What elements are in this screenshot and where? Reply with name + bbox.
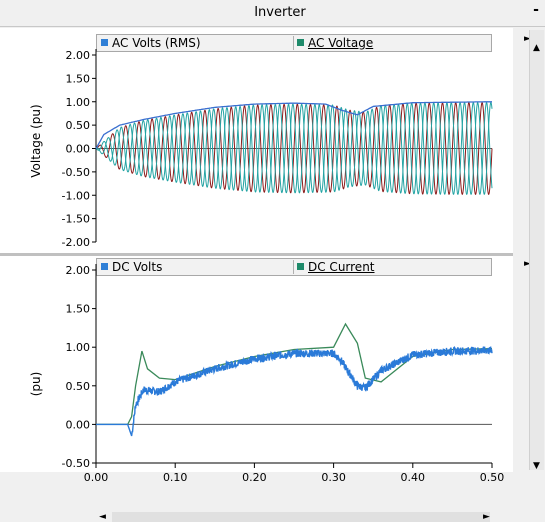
y-tick-label: -0.50 xyxy=(62,166,90,179)
legend-swatch xyxy=(101,263,108,270)
y-tick-label: 2.00 xyxy=(66,49,91,62)
series-line-ac-voltage xyxy=(95,102,493,195)
legend-label: DC Volts xyxy=(112,260,163,274)
y-tick-label: 1.50 xyxy=(66,72,91,85)
y-tick-label: -1.50 xyxy=(62,213,90,226)
x-tick-label: 0.20 xyxy=(242,471,267,484)
legend-ac-volts-rms[interactable]: AC Volts (RMS) xyxy=(101,36,201,51)
legend-label: AC Volts (RMS) xyxy=(112,36,201,50)
bottom-plot-panel xyxy=(0,256,513,472)
window-titlebar: Inverter - xyxy=(0,0,545,27)
scroll-right-icon[interactable]: ► xyxy=(483,512,490,522)
x-axis-area xyxy=(0,472,513,512)
panel-divider[interactable] xyxy=(0,253,545,256)
x-tick-label: 0.30 xyxy=(321,471,346,484)
window-title: Inverter xyxy=(254,5,306,20)
horizontal-scrollbar[interactable] xyxy=(112,512,490,522)
scroll-down-icon[interactable]: ▼ xyxy=(533,461,540,471)
x-tick-label: 0.10 xyxy=(163,471,188,484)
legend-swatch xyxy=(101,39,108,46)
legend-dc-volts[interactable]: DC Volts xyxy=(101,260,162,275)
y-tick-label: 1.00 xyxy=(66,341,91,354)
legend-ac-voltage[interactable]: AC Voltage xyxy=(297,36,373,51)
legend-divider xyxy=(293,36,294,50)
scroll-left-icon[interactable]: ◄ xyxy=(99,512,106,522)
legend-label: AC Voltage xyxy=(308,36,374,50)
y-tick-label: 1.50 xyxy=(66,303,91,316)
top-legend: AC Volts (RMS) AC Voltage xyxy=(96,34,492,52)
scroll-up-icon[interactable]: ▲ xyxy=(533,43,540,53)
legend-dc-current[interactable]: DC Current xyxy=(297,260,375,275)
y-tick-label: -2.00 xyxy=(62,236,90,249)
x-tick-label: 0.00 xyxy=(84,471,109,484)
y-tick-label: 0.00 xyxy=(66,143,91,156)
expand-bottom-arrow-icon[interactable]: ► xyxy=(524,259,531,269)
y-tick-label: -1.00 xyxy=(62,189,90,202)
legend-swatch xyxy=(297,39,304,46)
series-line-ac-voltage xyxy=(95,101,493,196)
series-line-dc-current xyxy=(96,322,493,426)
series-line-dc-volts xyxy=(96,346,493,437)
series-line-ac-voltage xyxy=(95,102,493,195)
x-tick-label: 0.50 xyxy=(480,471,505,484)
y-tick-label: 0.50 xyxy=(66,119,91,132)
legend-swatch xyxy=(297,263,304,270)
bottom-legend: DC Volts DC Current xyxy=(96,258,492,276)
minimize-button[interactable]: - xyxy=(533,2,539,18)
y-tick-label: 1.00 xyxy=(66,96,91,109)
expand-top-arrow-icon[interactable]: ► xyxy=(524,34,531,44)
y-tick-label: 2.00 xyxy=(66,264,91,277)
vertical-scrollbar[interactable]: ▲ ▼ xyxy=(529,30,544,471)
series-line-ac-volts-rms xyxy=(95,101,492,149)
x-tick-label: 0.40 xyxy=(401,471,426,484)
legend-label: DC Current xyxy=(308,260,375,274)
legend-divider xyxy=(293,260,294,274)
y-tick-label: -0.50 xyxy=(62,457,90,470)
y-tick-label: 0.50 xyxy=(66,380,91,393)
y-tick-label: 0.00 xyxy=(66,418,91,431)
